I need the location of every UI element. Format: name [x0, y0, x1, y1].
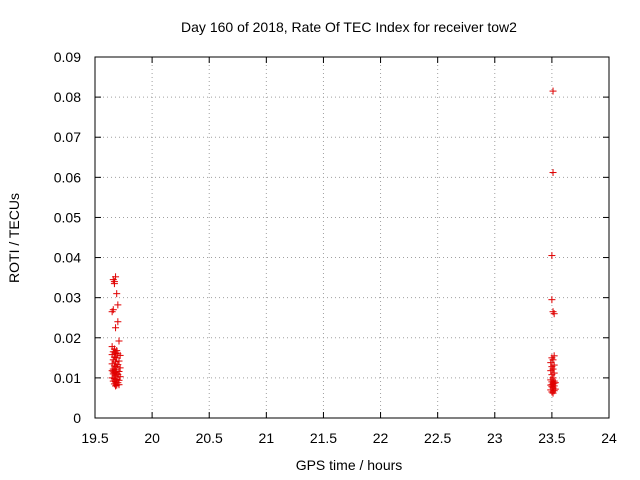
y-tick-label: 0.03 — [54, 290, 81, 306]
y-tick-label: 0 — [73, 410, 81, 426]
x-tick-label: 22 — [373, 430, 389, 446]
data-point — [548, 381, 556, 389]
x-tick-label: 22.5 — [424, 430, 451, 446]
data-point — [550, 310, 558, 318]
data-point — [549, 87, 557, 95]
data-point — [549, 169, 557, 177]
data-point — [115, 381, 123, 389]
y-tick-label: 0.02 — [54, 330, 81, 346]
y-tick-label: 0.06 — [54, 169, 81, 185]
data-point — [110, 278, 118, 286]
data-point — [549, 389, 557, 397]
data-point — [108, 308, 116, 316]
x-axis-label: GPS time / hours — [296, 457, 403, 473]
data-point — [548, 252, 556, 260]
x-tick-label: 19.5 — [81, 430, 108, 446]
data-point — [115, 357, 123, 365]
data-points — [108, 87, 559, 397]
y-axis-label: ROTI / TECUs — [6, 193, 22, 283]
y-tick-label: 0.09 — [54, 49, 81, 65]
grid-lines — [95, 57, 609, 418]
data-point — [109, 368, 117, 376]
data-point — [113, 290, 121, 298]
chart-title: Day 160 of 2018, Rate Of TEC Index for r… — [181, 19, 517, 35]
data-point — [114, 318, 122, 326]
y-tick-label: 0.05 — [54, 209, 81, 225]
data-point — [114, 301, 122, 309]
data-point — [548, 388, 556, 396]
x-tick-label: 24 — [601, 430, 617, 446]
y-tick-label: 0.08 — [54, 89, 81, 105]
x-tick-label: 21.5 — [310, 430, 337, 446]
data-point — [112, 324, 120, 332]
data-point — [548, 296, 556, 304]
x-tick-label: 23.5 — [538, 430, 565, 446]
y-tick-labels: 0 0.01 0.02 0.03 0.04 0.05 0.06 0.07 0.08 0.09 — [54, 49, 81, 426]
x-tick-label: 21 — [259, 430, 275, 446]
x-tick-label: 20.5 — [196, 430, 223, 446]
axis-ticks — [94, 56, 610, 419]
data-point — [112, 382, 120, 390]
x-tick-label: 23 — [487, 430, 503, 446]
data-point — [116, 364, 124, 372]
plot-frame — [94, 56, 610, 419]
x-tick-labels: 19.5 20 20.5 21 21.5 22 22.5 23 23.5 24 — [81, 430, 617, 446]
y-tick-label: 0.01 — [54, 370, 81, 386]
y-tick-label: 0.04 — [54, 250, 81, 266]
data-point — [115, 337, 123, 345]
y-tick-label: 0.07 — [54, 129, 81, 145]
x-tick-label: 20 — [144, 430, 160, 446]
data-point — [112, 273, 120, 281]
data-point — [548, 371, 556, 379]
